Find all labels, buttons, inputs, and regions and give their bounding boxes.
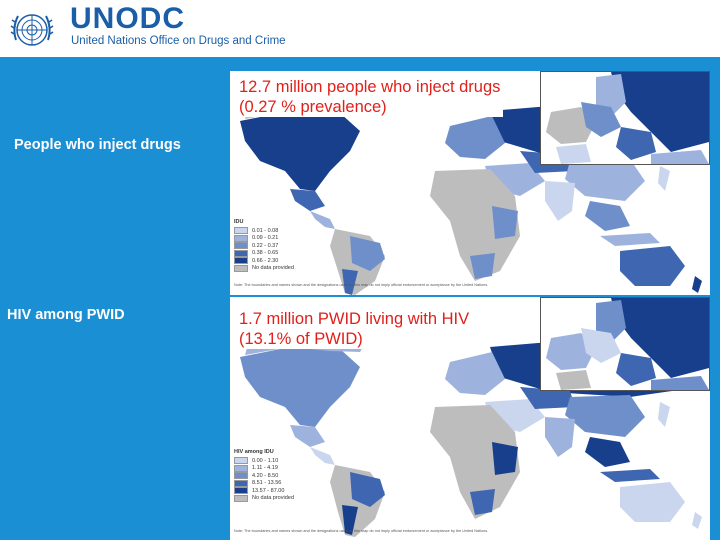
region-central-asia [520, 387, 575, 409]
pwid-headline: 12.7 million people who inject drugs (0.… [236, 77, 504, 117]
region-east-africa [492, 442, 518, 475]
legend-item: 1.11 - 4.19 [234, 464, 294, 473]
region-north-america [240, 111, 360, 191]
legend-swatch [234, 472, 248, 480]
hiv-headline-line2: (13.1% of PWID) [239, 330, 363, 348]
legend-item: 0.00 - 1.10 [234, 457, 294, 465]
region-brazil [350, 472, 385, 507]
region-japan [658, 402, 670, 427]
pwid-map-panel: 12.7 million people who inject drugs (0.… [230, 71, 710, 295]
europe-inset-map-2 [540, 297, 710, 391]
legend-swatch [234, 257, 248, 265]
region-india [545, 417, 575, 457]
pwid-legend-title: IDU [234, 219, 244, 225]
legend-item: 4.20 - 8.50 [234, 472, 294, 480]
legend-label: 0.01 - 0.08 [252, 227, 279, 234]
brand-subtitle: United Nations Office on Drugs and Crime [71, 35, 286, 47]
header: UNODC United Nations Office on Drugs and… [0, 0, 720, 57]
legend-swatch [234, 227, 248, 235]
legend-item: 0.01 - 0.08 [234, 227, 294, 235]
region-south-africa [470, 253, 495, 279]
region-china [565, 395, 645, 437]
legend-label: No data provided [252, 265, 294, 272]
legend-swatch [234, 234, 248, 242]
region-indonesia [600, 233, 660, 246]
region-indonesia [600, 469, 660, 482]
hiv-map-panel: 1.7 million PWID living with HIV (13.1% … [230, 297, 710, 540]
region-mexico [290, 189, 325, 211]
region-africa [430, 405, 520, 519]
region-south-africa [470, 489, 495, 515]
legend-swatch [234, 457, 248, 465]
europe-inset-map-1 [540, 71, 710, 165]
legend-item: No data provided [234, 264, 294, 273]
legend-item: 0.09 - 0.21 [234, 234, 294, 243]
region-argentina [342, 269, 358, 295]
legend-swatch [234, 479, 248, 487]
hiv-legend: HIV among IDU 0.00 - 1.10 1.11 - 4.19 4.… [234, 449, 294, 502]
pwid-headline-line1: 12.7 million people who inject drugs [239, 78, 501, 96]
region-central-america [310, 211, 335, 229]
region-north-america [240, 347, 360, 427]
pwid-headline-line2: (0.27 % prevalence) [239, 98, 387, 116]
legend-swatch [234, 264, 248, 272]
legend-label: 0.38 - 0.65 [252, 250, 279, 257]
region-china [565, 159, 645, 201]
region-southeast-asia [585, 201, 630, 231]
legend-item: 8.51 - 13.56 [234, 479, 294, 488]
pwid-label: People who inject drugs [14, 137, 181, 153]
legend-swatch [234, 487, 248, 495]
region-southeast-asia [585, 437, 630, 467]
legend-item: 13.57 - 87.00 [234, 487, 294, 495]
region-mexico [290, 425, 325, 447]
legend-label: 0.22 - 0.37 [252, 242, 279, 249]
legend-label: 1.11 - 4.19 [252, 465, 278, 472]
region-brazil [350, 236, 385, 271]
legend-swatch [234, 464, 248, 472]
legend-item: 0.38 - 0.65 [234, 249, 294, 258]
legend-item: No data provided [234, 494, 294, 503]
legend-label: 13.57 - 87.00 [252, 487, 285, 494]
legend-item: 0.66 - 2.30 [234, 257, 294, 265]
region-africa [430, 169, 520, 281]
legend-label: 0.00 - 1.10 [252, 457, 279, 464]
region-new-zealand [692, 276, 702, 293]
region-japan [658, 166, 670, 191]
legend-label: 0.09 - 0.21 [252, 235, 279, 242]
hiv-legend-title: HIV among IDU [234, 449, 274, 455]
hiv-map-note: Note: The boundaries and names shown and… [234, 529, 489, 533]
hiv-headline-line1: 1.7 million PWID living with HIV [239, 310, 470, 328]
pwid-legend: IDU 0.01 - 0.08 0.09 - 0.21 0.22 - 0.37 … [234, 219, 294, 272]
legend-item: 0.22 - 0.37 [234, 242, 294, 250]
region-central-america [310, 447, 335, 465]
hiv-label: HIV among PWID [7, 307, 125, 323]
brand-name: UNODC [70, 2, 185, 35]
region-europe [445, 116, 505, 159]
region-europe [445, 352, 505, 395]
slide-body: People who inject drugs HIV among PWID [0, 57, 720, 540]
legend-label: 8.51 - 13.56 [252, 480, 282, 487]
region-australia [620, 482, 685, 522]
legend-label: 0.66 - 2.30 [252, 257, 279, 264]
europe-inset-svg-2 [541, 298, 709, 390]
region-australia [620, 246, 685, 286]
hiv-headline: 1.7 million PWID living with HIV (13.1% … [236, 309, 473, 349]
region-argentina [342, 505, 358, 535]
legend-label: 4.20 - 8.50 [252, 472, 279, 479]
region-new-zealand [692, 512, 702, 529]
legend-swatch [234, 494, 248, 502]
europe-inset-svg-1 [541, 72, 709, 164]
region-india [545, 181, 575, 221]
un-emblem-icon [10, 14, 54, 46]
legend-label: No data provided [252, 495, 294, 502]
legend-swatch [234, 249, 248, 257]
region-east-africa [492, 206, 518, 239]
pwid-map-note: Note: The boundaries and names shown and… [234, 283, 489, 287]
legend-swatch [234, 242, 248, 250]
